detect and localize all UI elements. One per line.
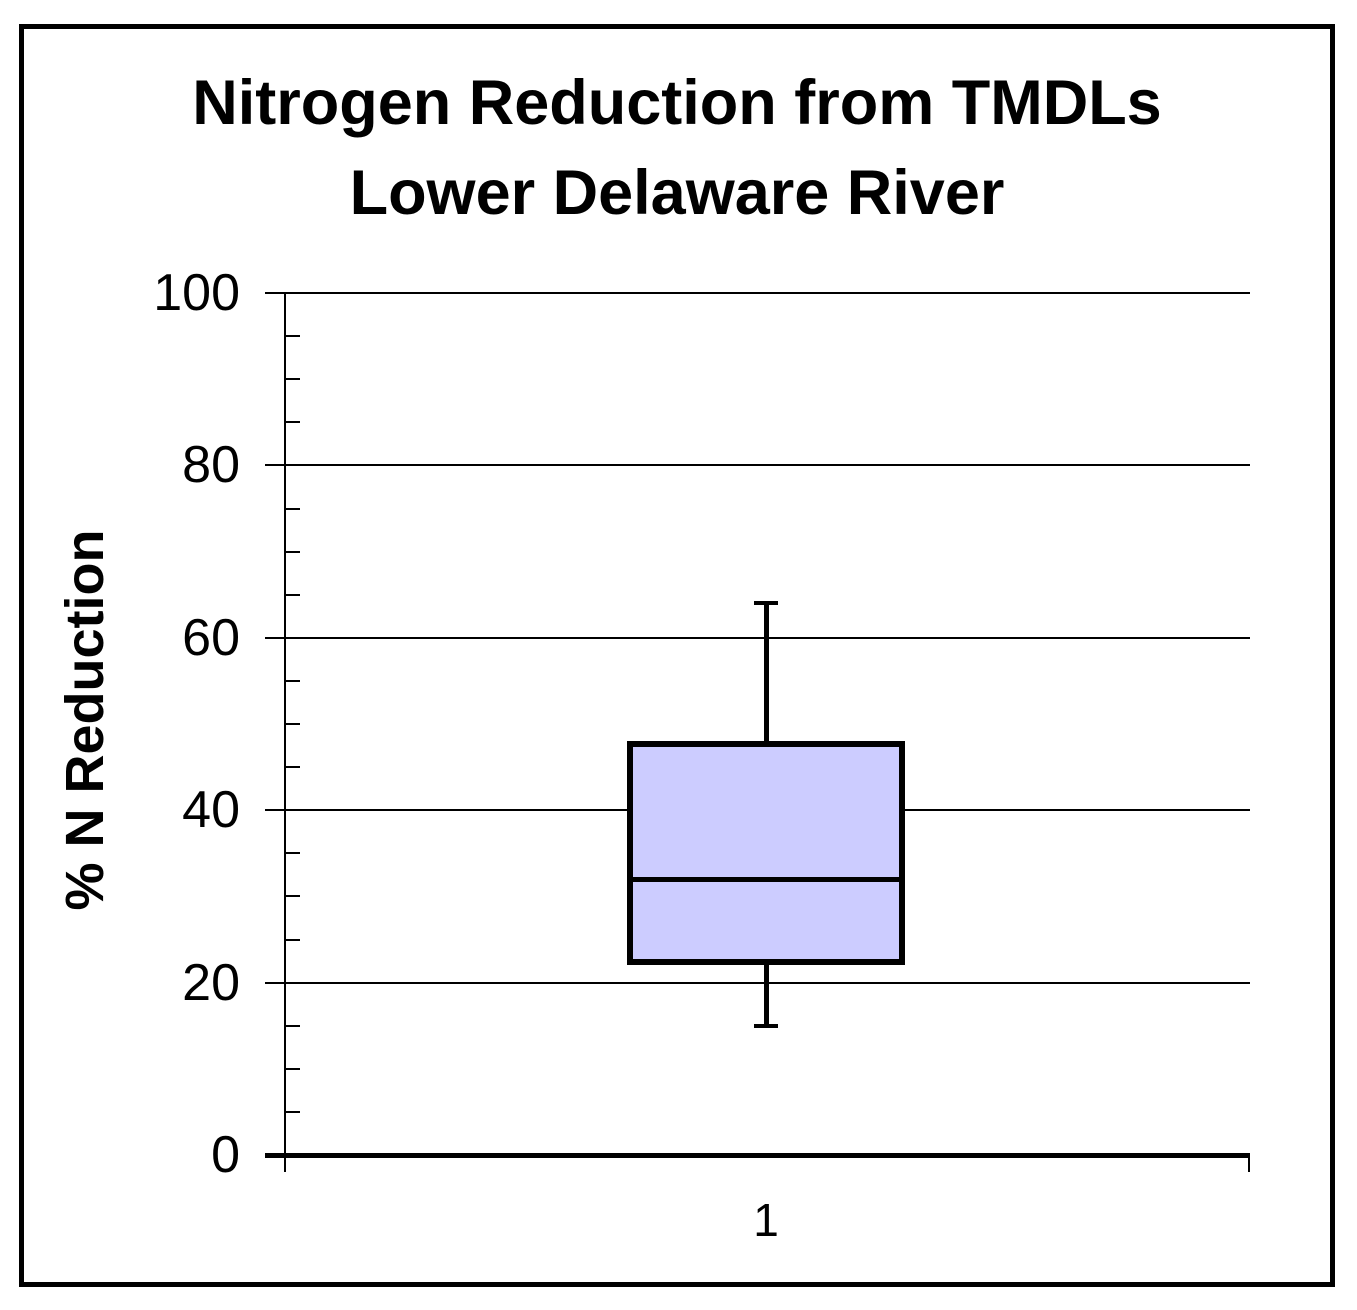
y-minor-tick [285, 421, 300, 423]
box-iqr [627, 741, 905, 965]
lower-whisker-line [764, 965, 769, 1025]
y-minor-tick [285, 1025, 300, 1027]
lower-whisker-cap [754, 1024, 778, 1028]
y-tick-label: 60 [182, 609, 240, 667]
y-minor-tick [285, 723, 300, 725]
x-tick-label: 1 [753, 1194, 779, 1246]
y-minor-tick [285, 1111, 300, 1113]
upper-whisker-line [764, 603, 769, 741]
y-tick-label: 20 [182, 954, 240, 1012]
y-minor-tick [285, 1068, 300, 1070]
y-minor-tick [285, 852, 300, 854]
y-minor-tick [285, 895, 300, 897]
y-minor-tick [285, 335, 300, 337]
y-tick-label: 80 [182, 436, 240, 494]
y-minor-tick [285, 680, 300, 682]
x-axis-end-tick [1248, 1155, 1250, 1172]
y-tick-label: 100 [153, 264, 240, 322]
y-minor-tick [285, 766, 300, 768]
y-minor-tick [285, 378, 300, 380]
major-gridline [265, 637, 1250, 639]
major-gridline [265, 292, 1250, 294]
median-line [627, 877, 905, 882]
y-minor-tick [285, 508, 300, 510]
major-gridline [265, 464, 1250, 466]
y-minor-tick [285, 939, 300, 941]
y-tick-label: 40 [182, 781, 240, 839]
y-minor-tick [285, 551, 300, 553]
chart-title-line1: Nitrogen Reduction from TMDLs [192, 68, 1162, 138]
y-tick-label: 0 [211, 1126, 240, 1184]
y-minor-tick [285, 594, 300, 596]
upper-whisker-cap [754, 601, 778, 605]
major-gridline [265, 982, 1250, 984]
chart-frame [19, 24, 1335, 1287]
chart-title: Nitrogen Reduction from TMDLs Lower Dela… [19, 58, 1335, 238]
y-axis-line [284, 293, 286, 1172]
chart-title-line2: Lower Delaware River [349, 158, 1005, 228]
x-axis-line [265, 1153, 1250, 1158]
